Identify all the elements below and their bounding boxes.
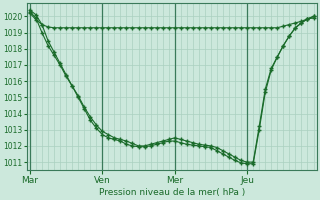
X-axis label: Pression niveau de la mer( hPa ): Pression niveau de la mer( hPa ) bbox=[99, 188, 245, 197]
